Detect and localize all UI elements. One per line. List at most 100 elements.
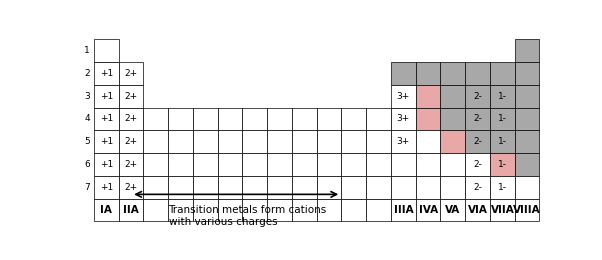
- Bar: [490, 176, 515, 199]
- Text: 2: 2: [84, 69, 90, 78]
- Bar: [218, 199, 243, 221]
- Text: +1: +1: [100, 114, 113, 124]
- Text: 2+: 2+: [125, 137, 138, 146]
- Bar: [317, 176, 341, 199]
- Bar: [441, 85, 465, 108]
- Bar: [317, 130, 341, 153]
- Bar: [119, 199, 143, 221]
- Bar: [292, 130, 317, 153]
- Bar: [143, 153, 168, 176]
- Bar: [515, 39, 539, 62]
- Bar: [119, 85, 143, 108]
- Bar: [515, 130, 539, 153]
- Bar: [366, 108, 391, 130]
- Bar: [119, 176, 143, 199]
- Bar: [515, 62, 539, 85]
- Bar: [490, 130, 515, 153]
- Bar: [292, 176, 317, 199]
- Text: 2+: 2+: [125, 114, 138, 124]
- Bar: [391, 85, 416, 108]
- Bar: [465, 108, 490, 130]
- Bar: [416, 153, 441, 176]
- Bar: [341, 130, 366, 153]
- Text: 2-: 2-: [473, 183, 482, 192]
- Bar: [465, 199, 490, 221]
- Bar: [143, 108, 168, 130]
- Text: 4: 4: [84, 114, 90, 124]
- Bar: [366, 153, 391, 176]
- Bar: [465, 176, 490, 199]
- Bar: [490, 199, 515, 221]
- Bar: [391, 62, 416, 85]
- Bar: [490, 108, 515, 130]
- Bar: [168, 108, 193, 130]
- Bar: [441, 176, 465, 199]
- Bar: [193, 130, 218, 153]
- Bar: [416, 62, 441, 85]
- Bar: [94, 130, 119, 153]
- Text: 1-: 1-: [498, 183, 507, 192]
- Bar: [391, 108, 416, 130]
- Bar: [267, 199, 292, 221]
- Bar: [94, 108, 119, 130]
- Text: IIA: IIA: [123, 205, 139, 215]
- Bar: [515, 108, 539, 130]
- Bar: [119, 130, 143, 153]
- Bar: [143, 176, 168, 199]
- Bar: [267, 153, 292, 176]
- Bar: [168, 130, 193, 153]
- Bar: [341, 153, 366, 176]
- Bar: [193, 176, 218, 199]
- Bar: [441, 62, 465, 85]
- Bar: [465, 85, 490, 108]
- Bar: [465, 130, 490, 153]
- Text: 2-: 2-: [473, 114, 482, 124]
- Bar: [168, 176, 193, 199]
- Bar: [366, 176, 391, 199]
- Bar: [267, 130, 292, 153]
- Text: 2+: 2+: [125, 69, 138, 78]
- Bar: [94, 199, 119, 221]
- Text: IIIA: IIIA: [394, 205, 413, 215]
- Bar: [267, 176, 292, 199]
- Text: +1: +1: [100, 137, 113, 146]
- Bar: [416, 130, 441, 153]
- Bar: [416, 85, 441, 108]
- Bar: [515, 153, 539, 176]
- Text: 1-: 1-: [498, 160, 507, 169]
- Bar: [465, 153, 490, 176]
- Bar: [119, 62, 143, 85]
- Bar: [515, 85, 539, 108]
- Text: 2-: 2-: [473, 92, 482, 101]
- Bar: [490, 62, 515, 85]
- Text: 5: 5: [84, 137, 90, 146]
- Bar: [416, 108, 441, 130]
- Bar: [391, 199, 416, 221]
- Bar: [416, 176, 441, 199]
- Text: IA: IA: [101, 205, 112, 215]
- Bar: [218, 153, 243, 176]
- Text: 3: 3: [84, 92, 90, 101]
- Bar: [366, 130, 391, 153]
- Bar: [317, 199, 341, 221]
- Text: 3+: 3+: [397, 114, 410, 124]
- Bar: [94, 62, 119, 85]
- Bar: [119, 108, 143, 130]
- Bar: [515, 176, 539, 199]
- Bar: [391, 153, 416, 176]
- Bar: [94, 153, 119, 176]
- Bar: [193, 199, 218, 221]
- Bar: [243, 130, 267, 153]
- Bar: [441, 130, 465, 153]
- Bar: [143, 130, 168, 153]
- Bar: [366, 199, 391, 221]
- Bar: [218, 130, 243, 153]
- Bar: [218, 108, 243, 130]
- Bar: [94, 85, 119, 108]
- Bar: [193, 153, 218, 176]
- Text: VIIA: VIIA: [491, 205, 514, 215]
- Text: 1-: 1-: [498, 137, 507, 146]
- Bar: [143, 199, 168, 221]
- Text: +1: +1: [100, 160, 113, 169]
- Bar: [292, 153, 317, 176]
